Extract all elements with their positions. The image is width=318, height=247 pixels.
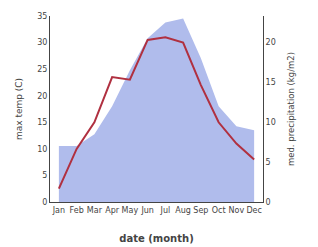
svg-text:Mar: Mar <box>87 206 103 215</box>
svg-text:Sep: Sep <box>193 206 208 215</box>
svg-text:20: 20 <box>266 38 276 47</box>
svg-text:Jul: Jul <box>160 206 171 215</box>
svg-text:10: 10 <box>266 118 276 127</box>
svg-text:max temp (C): max temp (C) <box>14 78 24 140</box>
svg-text:15: 15 <box>266 78 276 87</box>
svg-text:35: 35 <box>37 12 47 21</box>
svg-text:5: 5 <box>266 158 271 167</box>
svg-text:Dec: Dec <box>246 206 261 215</box>
svg-text:May: May <box>122 206 139 215</box>
svg-text:0: 0 <box>42 198 47 207</box>
svg-text:med. precipitation (kg/m2): med. precipitation (kg/m2) <box>286 52 296 166</box>
svg-text:Jun: Jun <box>140 206 154 215</box>
svg-text:Feb: Feb <box>70 206 84 215</box>
svg-text:date (month): date (month) <box>119 233 193 244</box>
svg-text:30: 30 <box>37 38 47 47</box>
svg-text:25: 25 <box>37 65 47 74</box>
svg-text:Nov: Nov <box>229 206 245 215</box>
svg-text:0: 0 <box>266 198 271 207</box>
svg-text:Aug: Aug <box>175 206 191 215</box>
svg-text:10: 10 <box>37 145 47 154</box>
svg-text:Apr: Apr <box>105 206 120 215</box>
svg-text:5: 5 <box>42 171 47 180</box>
svg-text:Jan: Jan <box>52 206 65 215</box>
svg-text:Oct: Oct <box>212 206 226 215</box>
svg-text:15: 15 <box>37 118 47 127</box>
svg-text:20: 20 <box>37 92 47 101</box>
